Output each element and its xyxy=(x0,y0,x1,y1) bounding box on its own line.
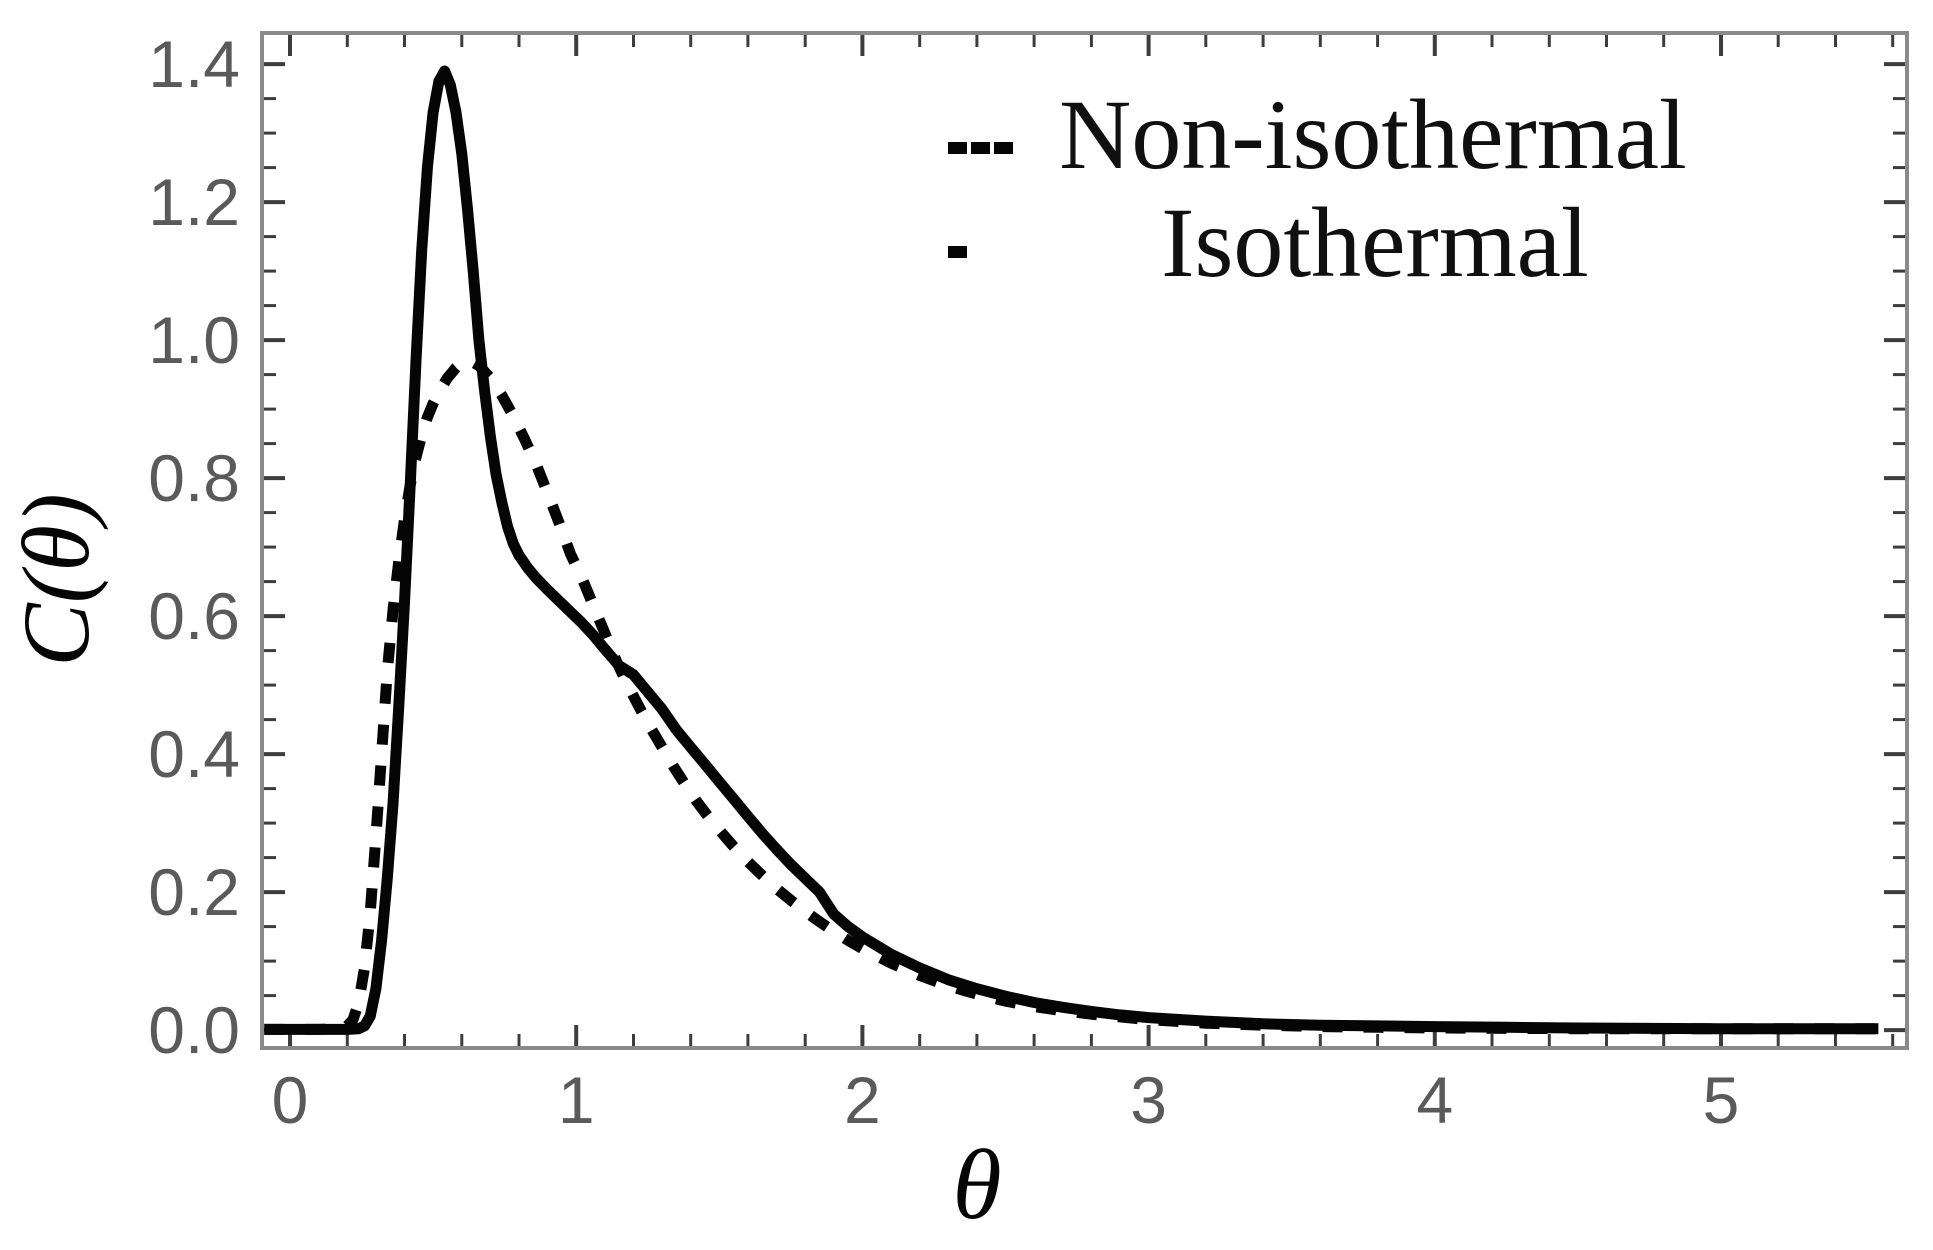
y-tick-label: 0.0 xyxy=(148,993,240,1067)
y-tick-labels: 0.0 0.2 0.4 0.6 0.8 1.0 1.2 1.4 xyxy=(148,27,240,1067)
y-tick-label: 0.4 xyxy=(148,717,240,791)
x-axis-label: θ xyxy=(952,1129,1001,1240)
x-tick-label: 3 xyxy=(1130,1063,1167,1137)
x-tick-label: 4 xyxy=(1416,1063,1453,1137)
series-line-isothermal xyxy=(264,65,1879,1035)
legend-label-isothermal: Isothermal xyxy=(1161,187,1589,298)
y-tick-label: 1.2 xyxy=(148,165,240,239)
x-tick-label: 2 xyxy=(844,1063,881,1137)
y-tick-label: 0.8 xyxy=(148,441,240,515)
plot-frame xyxy=(260,31,1909,1050)
series-line-non-isothermal xyxy=(264,355,1879,1035)
x-tick-label: 5 xyxy=(1703,1063,1740,1137)
y-tick-label: 0.6 xyxy=(148,579,240,653)
legend-label-non-isothermal: Non-isothermal xyxy=(1059,79,1687,190)
y-tick-label: 1.4 xyxy=(148,27,240,101)
x-tick-label: 1 xyxy=(558,1063,595,1137)
curve-group xyxy=(264,65,1879,1035)
legend: Non-isothermal Isothermal xyxy=(948,79,1687,298)
x-tick-label: 0 xyxy=(272,1063,309,1137)
y-tick-label: 1.0 xyxy=(148,303,240,377)
y-tick-label: 0.2 xyxy=(148,855,240,929)
x-tick-labels: 0 1 2 3 4 5 xyxy=(272,1063,1740,1137)
y-axis-label: C(θ) xyxy=(3,493,109,666)
